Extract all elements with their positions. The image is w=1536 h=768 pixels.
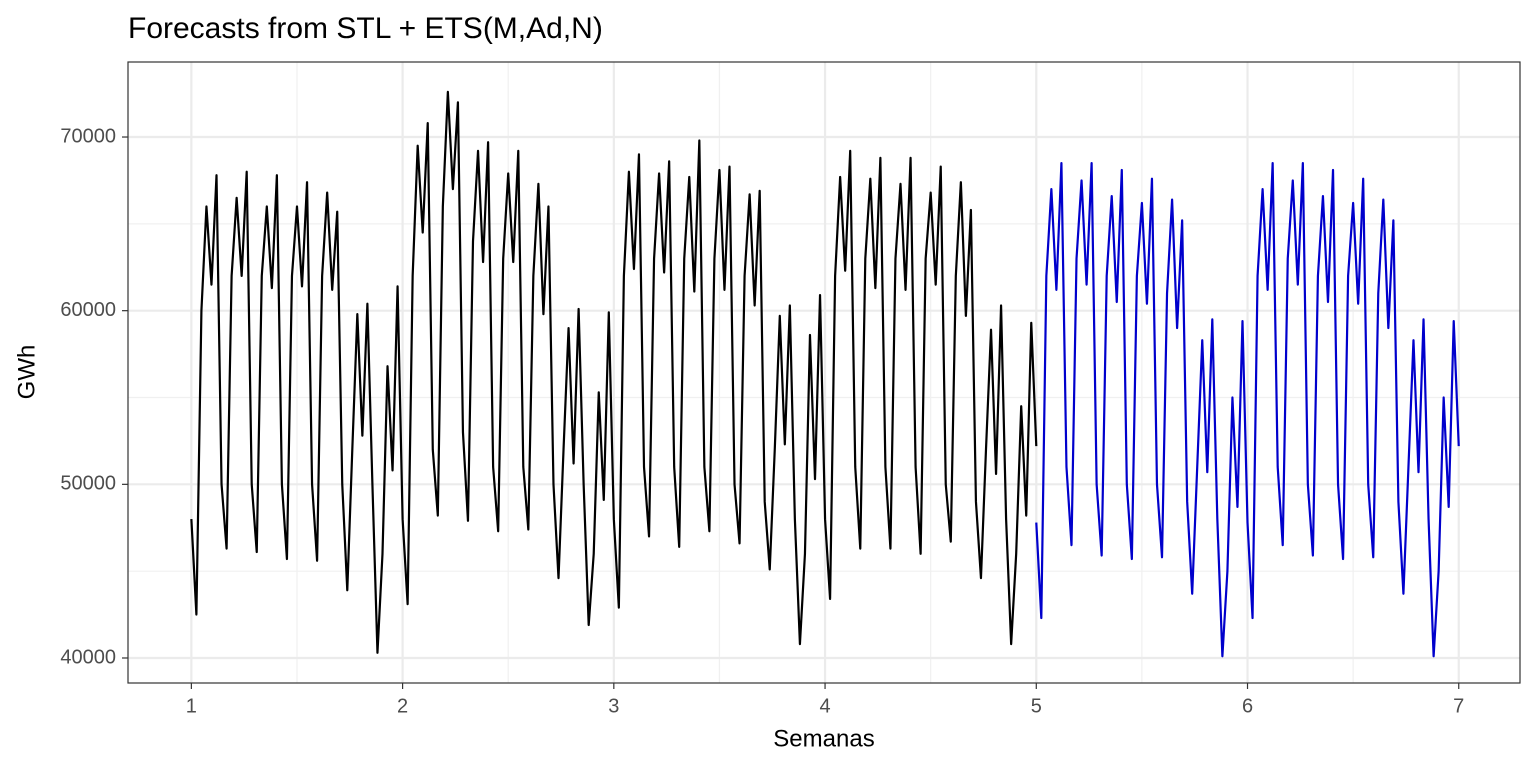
y-tick-label: 60000	[60, 299, 116, 321]
series-line	[1035, 161, 1460, 658]
x-tick-label: 3	[608, 695, 619, 717]
plot-border	[127, 61, 1521, 684]
x-tick-label: 4	[819, 695, 830, 717]
x-tick-label: 7	[1453, 695, 1464, 717]
x-tick-label: 1	[186, 695, 197, 717]
y-axis-title: GWh	[13, 345, 40, 400]
x-axis-title: Semanas	[773, 725, 874, 752]
series-line	[190, 90, 1038, 654]
chart-title: Forecasts from STL + ETS(M,Ad,N)	[128, 12, 603, 45]
y-tick-label: 40000	[60, 646, 116, 668]
y-tick-label: 70000	[60, 125, 116, 147]
x-tick-label: 5	[1031, 695, 1042, 717]
x-tick-label: 2	[397, 695, 408, 717]
y-tick-label: 50000	[60, 473, 116, 495]
x-tick-label: 6	[1242, 695, 1253, 717]
